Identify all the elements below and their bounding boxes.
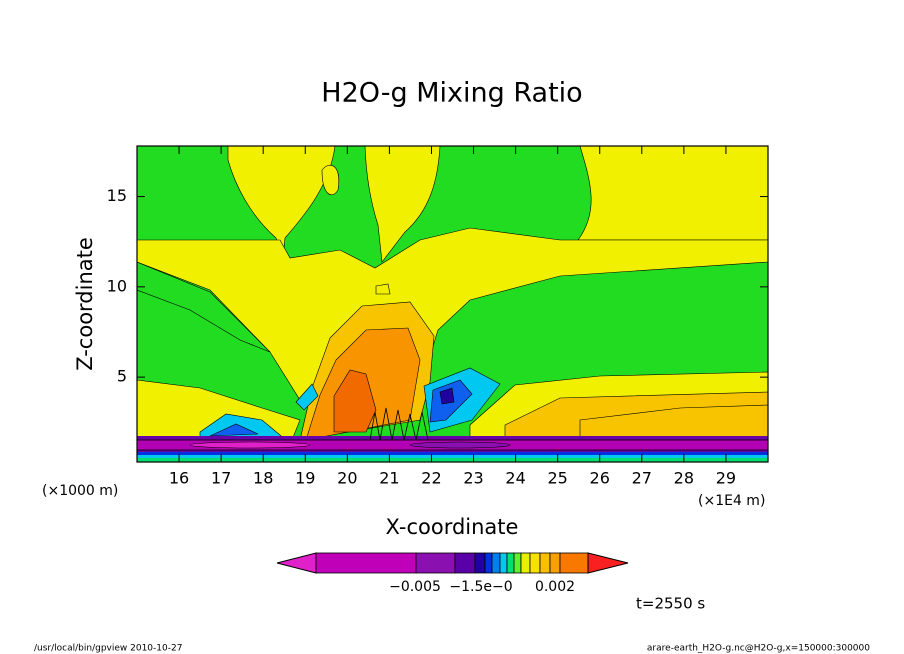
y-tick-label: 15 (107, 186, 127, 205)
colorbar-segment (491, 552, 501, 574)
colorbar-label: −1.5e−0 (449, 579, 512, 595)
colorbar-segment (506, 552, 515, 574)
contour-field (137, 146, 768, 462)
colorbar-segment (499, 552, 508, 574)
x-tick-label: 18 (253, 469, 273, 488)
y-axis-label: Z-coordinate (73, 237, 97, 371)
x-tick-label: 26 (590, 469, 610, 488)
colorbar-segment (559, 552, 589, 574)
x-tick-label: 29 (716, 469, 736, 488)
contour-region (333, 369, 377, 433)
contour-region (375, 283, 391, 295)
colorbar-segment (484, 552, 493, 574)
footer-right: arare-earth_H2O-g.nc@H2O-g,x=150000:3000… (647, 644, 870, 654)
y-tick-label: 5 (117, 367, 127, 386)
x-tick-label: 25 (547, 469, 567, 488)
plot-frame (136, 145, 769, 463)
x-tick-label: 28 (674, 469, 694, 488)
x-tick-label: 17 (211, 469, 231, 488)
contour-band (137, 458, 768, 462)
contour-band (409, 441, 511, 449)
contour-region (137, 227, 768, 423)
y-unit: (×1000 m) (42, 483, 118, 499)
contour-region (295, 383, 319, 411)
contour-band (137, 452, 768, 455)
x-tick-label: 24 (505, 469, 525, 488)
contour-region (364, 146, 441, 263)
y-tick-label: 10 (107, 276, 127, 295)
x-tick-label: 20 (337, 469, 357, 488)
contour-region (137, 261, 271, 353)
colorbar-segment (539, 552, 551, 574)
colorbar-segment (549, 552, 561, 574)
x-tick-label: 19 (295, 469, 315, 488)
colorbar-segment (520, 552, 531, 574)
x-axis-label: X-coordinate (386, 515, 519, 539)
colorbar-end (276, 552, 317, 574)
colorbar-end (587, 552, 629, 574)
contour-region (439, 387, 455, 405)
contour-region (321, 165, 340, 195)
contour-line (369, 407, 429, 441)
contour-band (189, 441, 311, 449)
colorbar-segment (315, 552, 417, 574)
colorbar-label: 0.002 (535, 579, 575, 595)
chart-title: H2O-g Mixing Ratio (321, 78, 582, 109)
x-tick-label: 22 (421, 469, 441, 488)
colorbar-segment (415, 552, 456, 574)
contour-region (577, 146, 768, 241)
colorbar-segment (529, 552, 541, 574)
x-tick-label: 16 (169, 469, 189, 488)
footer-left: /usr/local/bin/gpview 2010-10-27 (34, 644, 182, 654)
colorbar-segment (454, 552, 476, 574)
colorbar: −0.005 −1.5e−0 0.002 (276, 552, 629, 595)
x-unit: (×1E4 m) (698, 493, 765, 509)
contour-region (209, 423, 259, 437)
contour-band (137, 455, 768, 458)
colorbar-segment (513, 552, 522, 574)
time-label: t=2550 s (636, 595, 705, 613)
x-tick-label: 27 (632, 469, 652, 488)
colorbar-segment (474, 552, 486, 574)
x-tick-label: 21 (379, 469, 399, 488)
x-tick-label: 23 (463, 469, 483, 488)
colorbar-label: −0.005 (389, 579, 441, 595)
